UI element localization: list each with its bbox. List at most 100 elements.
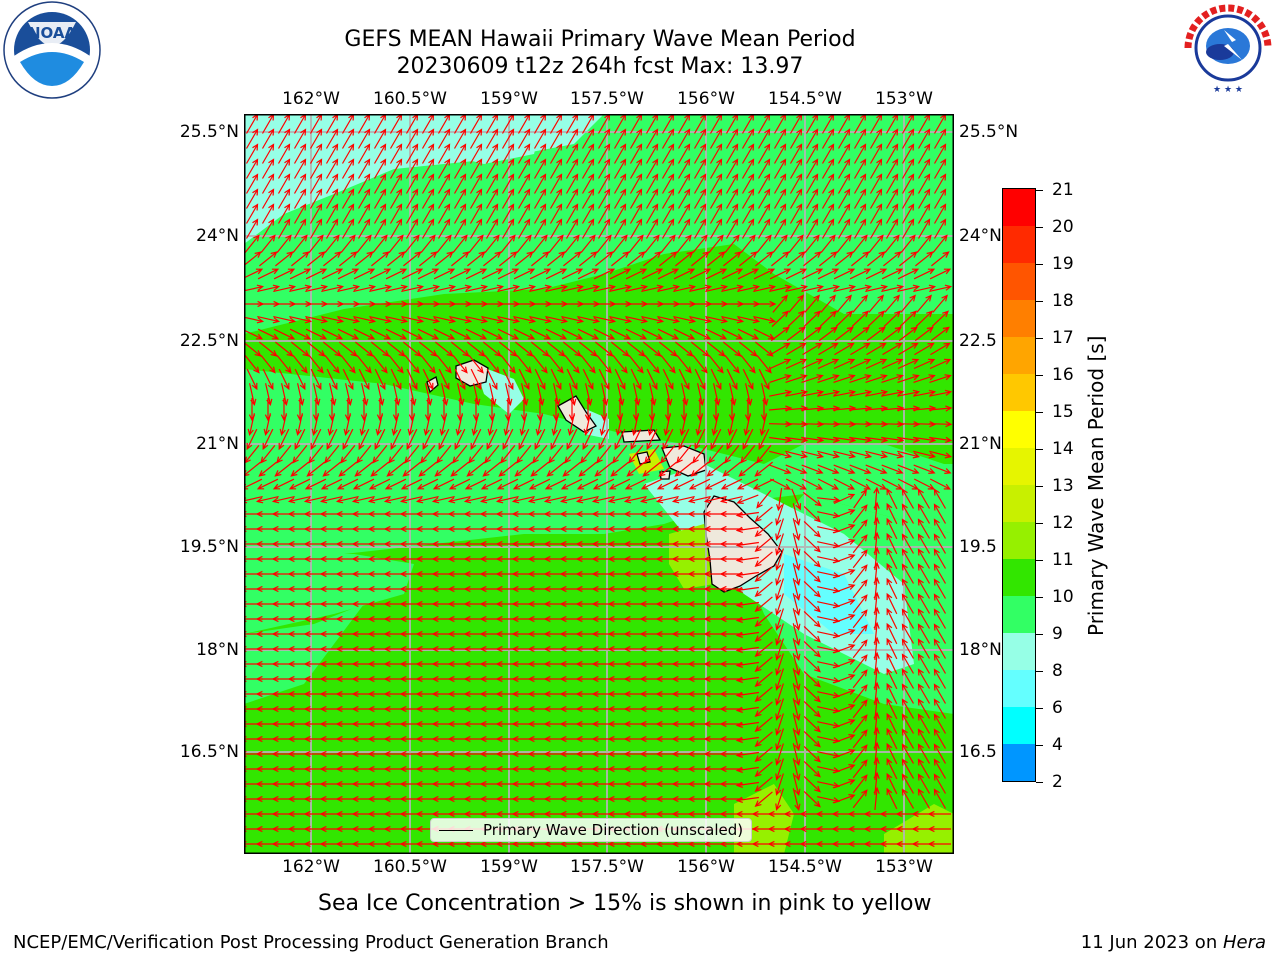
- wave-arrow: [897, 389, 921, 397]
- island-molokai: [621, 429, 662, 443]
- wave-arrow: [373, 128, 387, 149]
- wave-arrow: [886, 682, 898, 705]
- wave-arrow: [421, 143, 435, 164]
- wave-arrow: [789, 203, 803, 224]
- wave-arrow: [434, 461, 453, 477]
- wave-arrow: [886, 772, 898, 795]
- wave-arrow: [308, 445, 324, 464]
- colorbar-tick-label: 6: [1052, 698, 1063, 718]
- wave-arrow: [933, 158, 947, 179]
- wave-arrow: [645, 143, 659, 164]
- wave-arrow: [357, 143, 371, 164]
- wave-arrow: [388, 355, 404, 374]
- wave-arrow: [303, 496, 327, 504]
- wave-arrow: [886, 697, 898, 720]
- wave-arrow: [403, 251, 422, 267]
- wave-arrow: [500, 234, 516, 253]
- wave-arrow: [386, 461, 405, 477]
- wave-arrow: [693, 218, 707, 239]
- wave-arrow: [852, 534, 868, 554]
- wave-arrow: [531, 341, 550, 357]
- wave-arrow: [611, 251, 630, 267]
- wave-arrow: [259, 341, 278, 357]
- wave-arrow: [769, 464, 792, 474]
- wave-arrow: [432, 478, 455, 490]
- wave-arrow: [433, 268, 456, 280]
- wave-arrow: [917, 218, 931, 239]
- wave-arrow: [819, 310, 838, 328]
- wave-arrow: [898, 342, 919, 356]
- wave-arrow: [629, 143, 643, 164]
- wave-arrow: [662, 428, 674, 451]
- wave-arrow: [577, 284, 601, 292]
- wave-arrow: [308, 355, 324, 374]
- wave-arrow: [852, 684, 868, 704]
- wave-arrow: [785, 389, 809, 397]
- wave-arrow: [546, 461, 565, 477]
- wave-arrow: [803, 715, 821, 733]
- wave-arrow: [771, 251, 790, 267]
- wave-arrow: [468, 355, 484, 374]
- wave-arrow: [835, 310, 854, 328]
- wave-arrow: [865, 284, 889, 292]
- wave-arrow: [754, 551, 773, 567]
- wave-arrow: [866, 326, 886, 342]
- wave-arrow: [677, 188, 691, 209]
- wave-arrow: [900, 234, 916, 253]
- wave-arrow: [821, 128, 835, 149]
- wave-arrow: [627, 341, 646, 357]
- wave-arrow: [835, 251, 854, 267]
- wave-arrow: [736, 494, 759, 504]
- wave-arrow: [869, 158, 883, 179]
- wave-arrow: [423, 413, 431, 437]
- wave-arrow: [933, 713, 947, 734]
- wave-arrow: [385, 284, 409, 292]
- wave-arrow: [337, 284, 361, 292]
- colorbar-tick-mark: [1036, 707, 1043, 709]
- wave-arrow: [436, 445, 452, 464]
- wave-arrow: [881, 389, 905, 397]
- wave-arrow: [582, 428, 594, 451]
- wave-arrow: [245, 188, 259, 209]
- wave-arrow: [465, 268, 488, 280]
- colorbar-segment: [1003, 707, 1035, 744]
- wave-arrow: [688, 478, 711, 490]
- wave-arrow: [833, 524, 856, 534]
- wave-arrow: [758, 428, 770, 451]
- wave-arrow: [341, 143, 355, 164]
- wave-arrow: [789, 143, 803, 164]
- wave-arrow: [646, 368, 658, 391]
- wave-arrow: [529, 316, 553, 324]
- wave-arrow: [628, 445, 644, 464]
- wave-arrow: [390, 368, 402, 391]
- wave-arrow: [853, 488, 868, 509]
- wave-arrow: [645, 218, 659, 239]
- wave-arrow: [775, 743, 784, 766]
- wave-arrow: [805, 143, 819, 164]
- wave-arrow: [517, 128, 531, 149]
- wave-arrow: [340, 355, 356, 374]
- island-kauai: [455, 359, 489, 387]
- colorbar-tick-label: 9: [1052, 624, 1063, 644]
- wave-arrow: [852, 549, 868, 569]
- wave-arrow: [914, 342, 935, 356]
- wave-arrow: [596, 234, 612, 253]
- wave-arrow: [901, 173, 915, 194]
- wave-arrow: [754, 641, 773, 657]
- wave-arrow: [307, 251, 326, 267]
- wave-arrow: [773, 188, 787, 209]
- wave-arrow: [549, 173, 563, 194]
- wave-arrow: [837, 128, 851, 149]
- wave-arrow: [418, 461, 437, 477]
- lat-tick-left: 25.5°N: [179, 122, 239, 142]
- wave-arrow: [821, 218, 835, 239]
- wave-arrow: [801, 284, 825, 292]
- wave-arrow: [913, 374, 936, 383]
- colorbar-tick-label: 18: [1052, 291, 1074, 311]
- wave-arrow: [693, 128, 707, 149]
- wave-arrow: [913, 284, 937, 292]
- wave-arrow: [785, 374, 808, 383]
- wave-arrow: [340, 445, 356, 464]
- wave-arrow: [849, 358, 872, 370]
- wave-arrow: [886, 637, 898, 660]
